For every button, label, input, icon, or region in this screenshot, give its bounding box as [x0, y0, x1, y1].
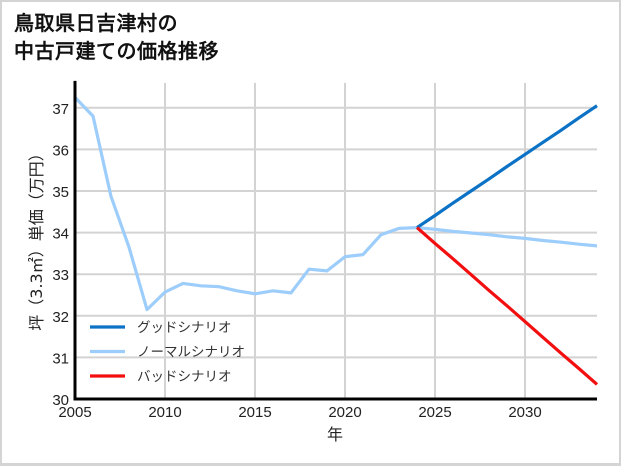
series-line-0	[73, 96, 598, 312]
y-tick-label: 33	[52, 267, 69, 284]
x-tick-labels: 2005 2010 2015 2020 2025 2030	[58, 404, 541, 421]
y-tick-label: 35	[52, 184, 69, 201]
y-tick-labels: 30 31 32 33 34 35 36 37	[52, 101, 69, 409]
axes	[73, 80, 597, 401]
legend-label: ノーマルシナリオ	[137, 345, 245, 361]
x-tick-label: 2005	[58, 404, 91, 421]
y-tick-label: 37	[52, 101, 69, 118]
y-tick-label: 31	[52, 350, 69, 367]
x-tick-label: 2020	[328, 404, 361, 421]
x-axis-label: 年	[327, 425, 343, 444]
legend-label: グッドシナリオ	[137, 320, 232, 336]
y-axis-label: 坪（3.3㎡）単価（万円）	[27, 145, 46, 330]
y-tick-label: 34	[52, 226, 69, 243]
y-tick-label: 30	[52, 392, 69, 409]
x-tick-label: 2015	[238, 404, 271, 421]
y-tick-label: 32	[52, 309, 69, 326]
x-tick-label: 2010	[148, 404, 181, 421]
legend-label: バッドシナリオ	[137, 369, 232, 385]
y-tick-label: 36	[52, 142, 69, 159]
grid-lines	[75, 82, 597, 399]
series-line-2	[415, 226, 599, 386]
x-tick-label: 2025	[418, 404, 451, 421]
chart-title-line1: 鳥取県日吉津村の	[14, 11, 178, 35]
chart-title-line2: 中古戸建ての価格推移	[14, 39, 219, 63]
series-line-1	[416, 104, 598, 229]
x-tick-label: 2030	[508, 404, 541, 421]
data-lines	[73, 96, 599, 386]
chart-title: 鳥取県日吉津村の 中古戸建ての価格推移	[14, 9, 219, 65]
